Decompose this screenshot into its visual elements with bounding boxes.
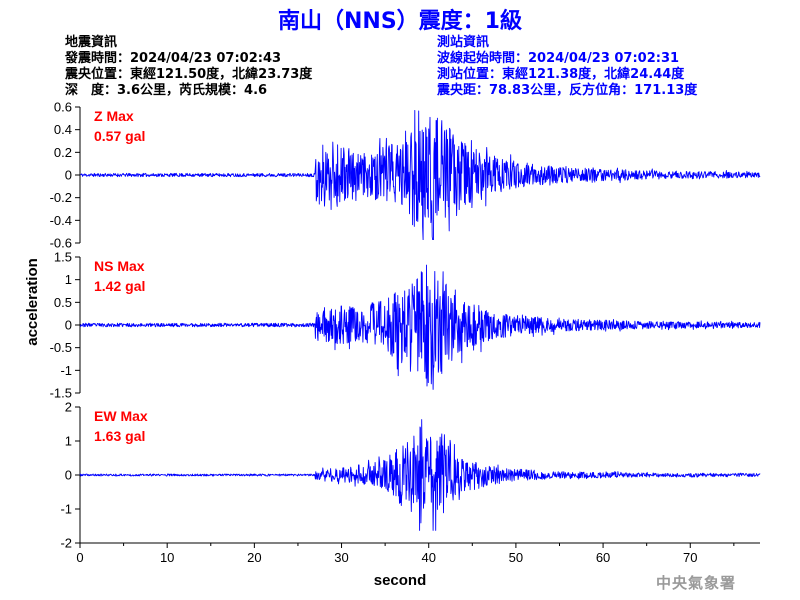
x-tick-label: 70 [683,550,697,565]
y-tick-label: -2 [60,536,72,551]
x-tick-label: 60 [596,550,610,565]
y-tick-label: 0.5 [54,295,72,310]
distance-azimuth: 震央距：78.83公里，反方位角：171.13度 [437,83,698,98]
y-tick-label: 1.5 [54,250,72,265]
y-tick-label: 0 [65,168,72,183]
y-tick-label: 1 [65,434,72,449]
y-tick-label: -1 [60,502,72,517]
x-tick-label: 30 [334,550,348,565]
max-value-ns: 1.42 gal [94,278,145,294]
waveform-ew [79,419,761,531]
y-tick-label: 0 [65,318,72,333]
x-axis-title: second [374,572,427,589]
page-title: 南山（NNS）震度：1級 [278,9,522,34]
y-axis-title: acceleration [24,258,41,346]
station-info-heading: 測站資訊 [437,35,490,50]
y-tick-label: -0.5 [50,340,72,355]
waveform-z [79,109,761,241]
station-info: 測站資訊 波線起始時間：2024/04/23 07:02:31 測站位置：東經1… [437,35,697,99]
earthquake-info-heading: 地震資訊 [65,35,118,50]
max-label-ns: NS Max [94,258,145,274]
wave-start-time: 波線起始時間：2024/04/23 07:02:31 [437,51,680,66]
x-tick-label: 40 [421,550,435,565]
agency-credit: 中央氣象署 [656,574,737,592]
x-tick-label: 10 [160,550,174,565]
waveform-ns [79,264,761,390]
y-tick-label: 0.6 [54,100,72,115]
y-tick-label: -1 [60,363,72,378]
earthquake-time: 發震時間：2024/04/23 07:02:43 [65,51,282,66]
y-tick-label: -0.6 [50,236,72,251]
x-tick-label: 0 [76,550,83,565]
max-label-z: Z Max [94,108,134,124]
epicenter-location: 震央位置：東經121.50度，北緯23.73度 [65,67,313,82]
y-tick-label: 0.4 [54,122,72,137]
max-value-z: 0.57 gal [94,128,145,144]
x-tick-label: 20 [247,550,261,565]
x-tick-label: 50 [509,550,523,565]
y-tick-label: 0.2 [54,145,72,160]
y-tick-label: -1.5 [50,386,72,401]
y-tick-label: -0.4 [50,213,72,228]
depth-magnitude: 深 度：3.6公里，芮氏規模：4.6 [65,83,268,98]
y-tick-label: -0.2 [50,190,72,205]
station-location: 測站位置：東經121.38度，北緯24.44度 [437,67,685,82]
y-tick-label: 0 [65,468,72,483]
y-tick-label: 1 [65,272,72,287]
y-tick-label: 2 [65,400,72,415]
earthquake-info: 地震資訊 發震時間：2024/04/23 07:02:43 震央位置：東經121… [65,35,312,99]
max-label-ew: EW Max [94,408,148,424]
max-value-ew: 1.63 gal [94,428,145,444]
